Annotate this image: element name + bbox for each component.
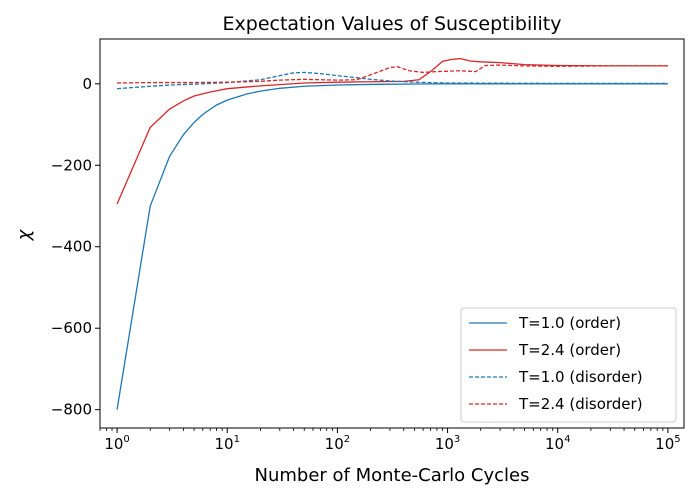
- x-tick-exponent: 1: [234, 434, 240, 445]
- x-tick-label: 101: [214, 434, 239, 453]
- series-line-2: [116, 57, 668, 205]
- series-line-4: [117, 64, 668, 84]
- x-tick-base: 10: [435, 435, 454, 453]
- x-tick-label: 102: [325, 434, 350, 453]
- x-axis-label: Number of Monte-Carlo Cycles: [255, 465, 530, 486]
- y-tick-label: 0: [82, 75, 92, 93]
- x-tick-label: 103: [435, 434, 460, 453]
- y-tick-label: −400: [51, 238, 92, 256]
- legend-label: T=2.4 (order): [518, 341, 621, 359]
- x-tick-base: 10: [214, 435, 233, 453]
- y-axis: −800 −600 −400 −200 0: [51, 75, 100, 419]
- x-tick-base: 10: [545, 435, 564, 453]
- x-tick-label: 100: [104, 434, 129, 453]
- legend-label: T=1.0 (disorder): [518, 368, 643, 386]
- x-tick-base: 10: [104, 435, 123, 453]
- y-axis-label: χ: [14, 228, 35, 241]
- x-tick-exponent: 2: [344, 434, 350, 445]
- y-tick-label: −800: [51, 401, 92, 419]
- x-tick-base: 10: [655, 435, 674, 453]
- series-line-3: [117, 71, 668, 90]
- legend: T=1.0 (order) T=2.4 (order) T=1.0 (disorde…: [460, 307, 677, 423]
- x-tick-base: 10: [325, 435, 344, 453]
- plot-area: [116, 57, 668, 410]
- axes-frame: [99, 38, 685, 429]
- legend-label: T=1.0 (order): [518, 314, 621, 332]
- x-tick-label: 105: [655, 434, 680, 453]
- legend-box: [460, 307, 677, 423]
- x-tick-exponent: 5: [674, 434, 680, 445]
- legend-label: T=2.4 (disorder): [518, 395, 643, 413]
- x-tick-label: 104: [545, 434, 570, 453]
- x-tick-exponent: 0: [123, 434, 129, 445]
- x-axis: 100 101 102 103 104 105: [99, 428, 681, 453]
- series-line-1: [116, 83, 668, 410]
- x-tick-exponent: 3: [454, 434, 460, 445]
- x-tick-exponent: 4: [564, 434, 570, 445]
- y-tick-label: −200: [51, 156, 92, 174]
- chart-title: Expectation Values of Susceptibility: [223, 13, 562, 35]
- y-tick-label: −600: [51, 319, 92, 337]
